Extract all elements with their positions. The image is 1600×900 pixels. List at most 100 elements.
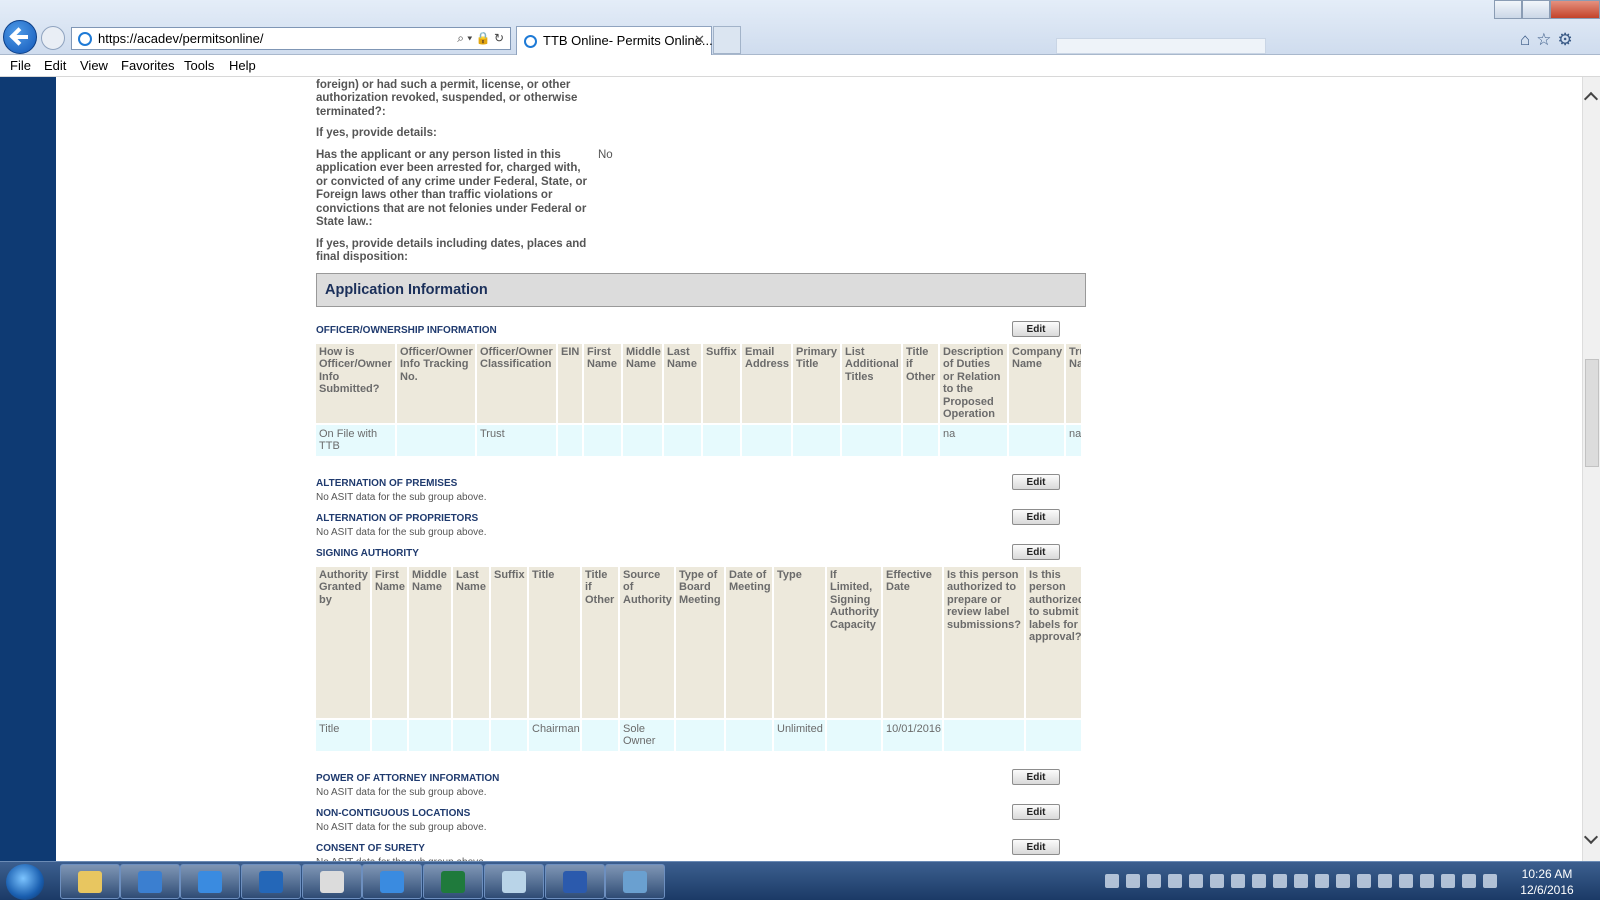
scrollbar[interactable] — [1582, 77, 1600, 861]
table-cell — [1009, 424, 1064, 456]
table-cell — [742, 424, 791, 456]
app-icon — [380, 871, 404, 893]
column-header: How is Officer/Owner Info Submitted? — [316, 343, 395, 423]
edit-button[interactable]: Edit — [1012, 768, 1060, 785]
edit-button[interactable]: Edit — [1012, 508, 1060, 525]
table-cell — [1026, 719, 1081, 751]
column-header: Middle Name — [623, 343, 662, 423]
tray-icon[interactable] — [1462, 874, 1476, 888]
table-cell — [372, 719, 407, 751]
column-header: Email Address — [742, 343, 791, 423]
menu-item[interactable]: Help — [229, 58, 256, 73]
new-tab[interactable] — [713, 26, 741, 54]
scroll-down[interactable] — [1583, 829, 1599, 845]
tray-icon[interactable] — [1273, 874, 1287, 888]
column-header: Company Name — [1009, 343, 1064, 423]
back-button[interactable] — [3, 20, 37, 54]
menu-item[interactable]: Favorites — [121, 58, 175, 73]
table-cell: Title — [316, 719, 370, 751]
edit-button[interactable]: Edit — [1012, 320, 1060, 337]
taskbar-app[interactable] — [423, 864, 483, 899]
taskbar-app[interactable] — [484, 864, 544, 899]
group: SIGNING AUTHORITY Edit Authority Granted b… — [314, 543, 1086, 753]
window-controls — [1494, 0, 1600, 19]
address-bar[interactable]: https://acadev/permitsonline/ ⌕ ▾ 🔒 ↻ — [71, 27, 511, 50]
restore[interactable] — [1522, 0, 1550, 19]
menu-item[interactable]: File — [10, 58, 31, 73]
forward-button[interactable] — [41, 26, 65, 50]
search-box[interactable] — [1056, 38, 1266, 54]
minimize[interactable] — [1494, 0, 1522, 19]
taskbar-app[interactable] — [362, 864, 422, 899]
tray-icon[interactable] — [1294, 874, 1308, 888]
taskbar-app[interactable] — [60, 864, 120, 899]
data-table: Authority Granted by First Name Middle Nam… — [314, 565, 1081, 753]
edit-button[interactable]: Edit — [1012, 543, 1060, 560]
table-cell: 10/01/2016 — [883, 719, 942, 751]
tray-icon[interactable] — [1126, 874, 1140, 888]
tray-icon[interactable] — [1168, 874, 1182, 888]
table-wrap: How is Officer/Owner Info Submitted? Offi… — [314, 342, 1081, 458]
browser-chrome: https://acadev/permitsonline/ ⌕ ▾ 🔒 ↻ TTB… — [0, 0, 1600, 55]
tray-icon[interactable] — [1420, 874, 1434, 888]
table-cell — [623, 424, 662, 456]
tray-icon[interactable] — [1441, 874, 1455, 888]
group-title: OFFICER/OWNERSHIP INFORMATION — [316, 324, 497, 336]
system-tray — [1105, 874, 1497, 888]
app-icon — [441, 871, 465, 893]
question-label: government agency (Federal, State, local… — [316, 78, 578, 118]
question: If yes, provide details: — [316, 127, 1086, 141]
tab[interactable]: TTB Online- Permits Online... ✕ — [516, 26, 713, 55]
tray-icon[interactable] — [1315, 874, 1329, 888]
close[interactable] — [1550, 0, 1600, 19]
start-button[interactable] — [6, 864, 44, 900]
group-title: NON-CONTIGUOUS LOCATIONS — [316, 807, 471, 819]
tray-icon[interactable] — [1210, 874, 1224, 888]
header-row: How is Officer/Owner Info Submitted? Offi… — [316, 343, 1081, 423]
menu-item[interactable]: Edit — [44, 58, 67, 73]
taskbar-app[interactable] — [302, 864, 362, 899]
table-cell — [584, 424, 621, 456]
scroll-up[interactable] — [1583, 91, 1599, 107]
taskbar-app[interactable] — [180, 864, 240, 899]
tray-icon[interactable] — [1147, 874, 1161, 888]
edit-button[interactable]: Edit — [1012, 473, 1060, 490]
tray-icon[interactable] — [1231, 874, 1245, 888]
menu-item[interactable]: Tools — [184, 58, 215, 73]
app-icon — [138, 871, 162, 893]
column-header: Effective Date — [883, 566, 942, 718]
tray-icon[interactable] — [1483, 874, 1497, 888]
address-tools: ⌕ ▾ 🔒 ↻ — [457, 31, 504, 45]
tray-icon[interactable] — [1252, 874, 1266, 888]
column-header: Description of Duties or Relation to the… — [940, 343, 1007, 423]
taskbar-app[interactable] — [545, 864, 605, 899]
column-header: Middle Name — [409, 566, 451, 718]
url: https://acadev/permitsonline/ — [98, 31, 264, 46]
group-title: CONSENT OF SURETY — [316, 842, 425, 854]
time: 10:26 AM — [1521, 867, 1573, 881]
taskbar-app[interactable] — [241, 864, 301, 899]
tray-icon[interactable] — [1357, 874, 1371, 888]
taskbar-app[interactable] — [120, 864, 180, 899]
edit-button[interactable]: Edit — [1012, 838, 1060, 855]
column-header: Source of Authority — [620, 566, 674, 718]
toolbar-icons: ⌂☆⚙ — [1520, 30, 1579, 49]
menu-item[interactable]: View — [80, 58, 108, 73]
tray-icon[interactable] — [1105, 874, 1119, 888]
table-cell: Chairman — [529, 719, 580, 751]
taskbar-app[interactable] — [605, 864, 665, 899]
table-row: Title Chairman Sole Owner Unlimited 10/01/20… — [316, 719, 1081, 751]
tray-icon[interactable] — [1336, 874, 1350, 888]
tab-close[interactable]: ✕ — [694, 32, 705, 47]
tray-icon[interactable] — [1189, 874, 1203, 888]
table-cell — [944, 719, 1024, 751]
question: government agency (Federal, State, local… — [316, 77, 1086, 119]
menu-bar: File Edit View Favorites Tools Help — [0, 56, 1600, 77]
tray-icon[interactable] — [1378, 874, 1392, 888]
scroll-thumb[interactable] — [1585, 359, 1599, 467]
table-cell: na — [1066, 424, 1081, 456]
tray-icon[interactable] — [1399, 874, 1413, 888]
edit-button[interactable]: Edit — [1012, 803, 1060, 820]
group-note: No ASIT data for the sub group above. — [316, 526, 487, 538]
column-header: Date of Meeting — [726, 566, 772, 718]
